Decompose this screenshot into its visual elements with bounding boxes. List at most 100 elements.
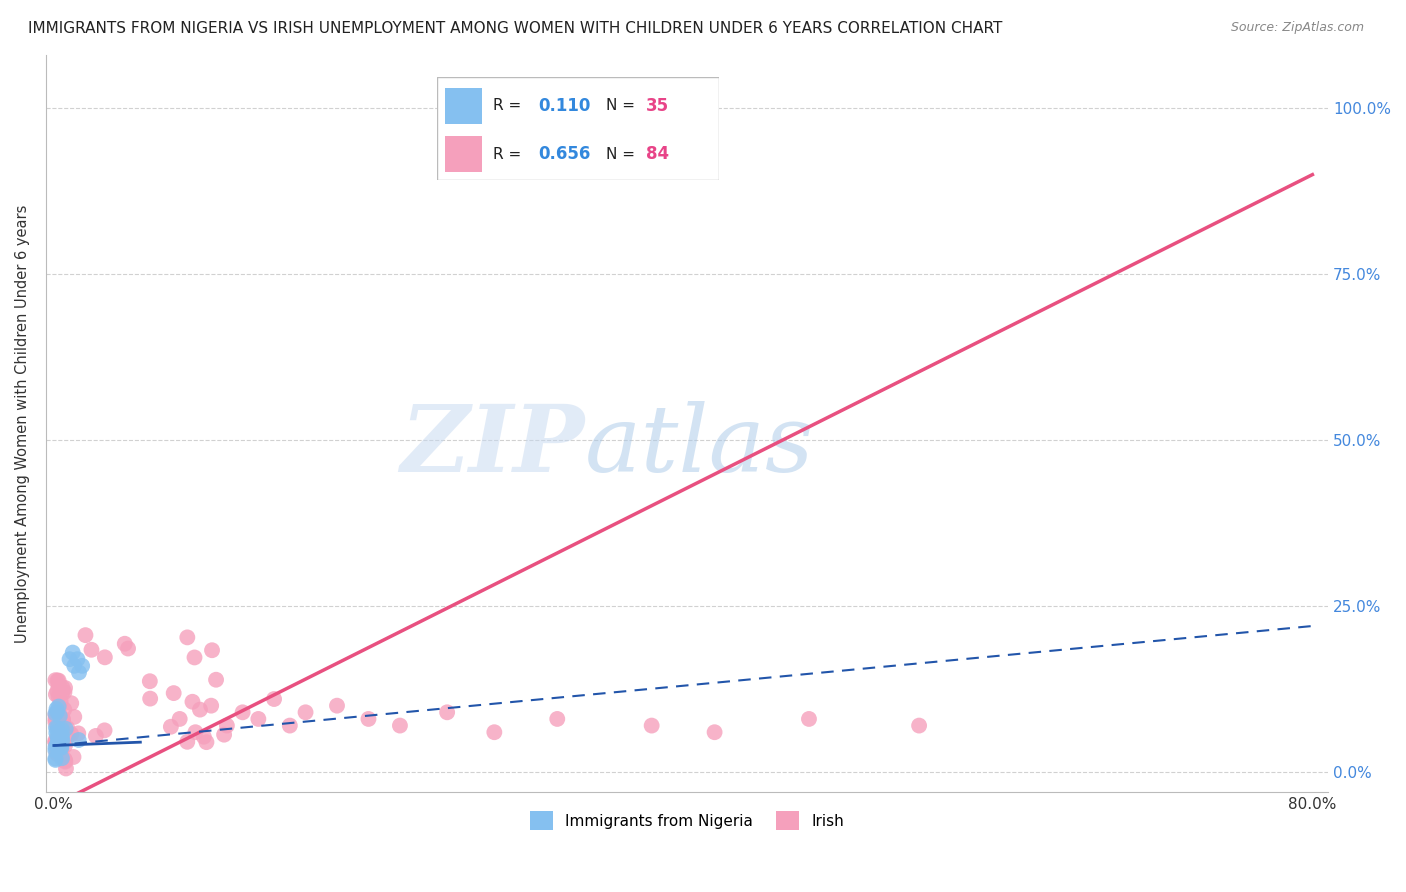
- Point: [44, 733, 66, 747]
- Point: [67, 665, 90, 680]
- Point: [247, 712, 270, 726]
- Point: [160, 720, 183, 734]
- Point: [176, 735, 198, 749]
- Point: [63, 658, 86, 673]
- Point: [67, 726, 90, 740]
- Point: [797, 712, 820, 726]
- Point: [51, 686, 73, 700]
- Point: [183, 650, 205, 665]
- Point: [51, 711, 73, 725]
- Point: [48, 699, 70, 714]
- Point: [184, 725, 207, 739]
- Point: [294, 706, 316, 720]
- Point: [53, 681, 76, 695]
- Point: [48, 673, 70, 688]
- Point: [53, 739, 76, 753]
- Point: [44, 735, 66, 749]
- Point: [46, 747, 69, 762]
- Point: [51, 713, 73, 727]
- Point: [357, 712, 380, 726]
- Point: [114, 637, 136, 651]
- Point: [46, 673, 69, 688]
- Point: [51, 681, 73, 695]
- Point: [51, 728, 73, 742]
- Point: [46, 733, 69, 747]
- Point: [49, 709, 72, 723]
- Point: [49, 727, 72, 741]
- Point: [388, 718, 411, 732]
- Point: [60, 696, 83, 710]
- Point: [46, 721, 69, 735]
- Point: [44, 751, 66, 765]
- Point: [44, 706, 66, 721]
- Point: [48, 732, 70, 747]
- Point: [51, 733, 73, 747]
- Point: [169, 712, 191, 726]
- Point: [52, 712, 75, 726]
- Point: [195, 735, 218, 749]
- Point: [205, 673, 228, 687]
- Point: [53, 702, 76, 716]
- Point: [51, 743, 73, 757]
- Point: [181, 695, 204, 709]
- Point: [139, 674, 162, 689]
- Point: [163, 686, 186, 700]
- Point: [46, 739, 69, 754]
- Point: [139, 691, 162, 706]
- Point: [51, 723, 73, 737]
- Text: IMMIGRANTS FROM NIGERIA VS IRISH UNEMPLOYMENT AMONG WOMEN WITH CHILDREN UNDER 6 : IMMIGRANTS FROM NIGERIA VS IRISH UNEMPLO…: [28, 21, 1002, 36]
- Point: [53, 753, 76, 767]
- Point: [48, 730, 70, 744]
- Point: [49, 739, 72, 754]
- Point: [188, 703, 211, 717]
- Point: [193, 730, 215, 744]
- Text: Source: ZipAtlas.com: Source: ZipAtlas.com: [1230, 21, 1364, 34]
- Point: [75, 628, 97, 642]
- Point: [53, 755, 76, 769]
- Legend: Immigrants from Nigeria, Irish: Immigrants from Nigeria, Irish: [524, 805, 851, 836]
- Point: [67, 733, 90, 747]
- Point: [70, 658, 93, 673]
- Point: [45, 721, 67, 735]
- Point: [56, 730, 79, 744]
- Point: [46, 721, 69, 735]
- Point: [94, 650, 117, 665]
- Point: [278, 718, 301, 732]
- Point: [56, 722, 79, 736]
- Point: [45, 747, 67, 761]
- Point: [52, 714, 75, 729]
- Point: [45, 726, 67, 740]
- Point: [436, 706, 458, 720]
- Point: [48, 702, 70, 716]
- Point: [51, 751, 73, 765]
- Text: atlas: atlas: [585, 401, 814, 491]
- Point: [62, 646, 84, 660]
- Point: [48, 679, 70, 693]
- Point: [62, 750, 84, 764]
- Point: [46, 729, 69, 743]
- Point: [46, 705, 69, 719]
- Point: [703, 725, 725, 739]
- Point: [60, 727, 83, 741]
- Point: [326, 698, 349, 713]
- Point: [53, 685, 76, 699]
- Point: [44, 707, 66, 722]
- Point: [46, 743, 69, 757]
- Point: [84, 729, 107, 743]
- Point: [66, 652, 89, 666]
- Y-axis label: Unemployment Among Women with Children Under 6 years: Unemployment Among Women with Children U…: [15, 204, 30, 643]
- Point: [546, 712, 568, 726]
- Point: [117, 641, 139, 656]
- Point: [44, 712, 66, 726]
- Point: [44, 753, 66, 767]
- Point: [263, 692, 285, 706]
- Point: [201, 643, 224, 657]
- Point: [93, 723, 115, 738]
- Point: [55, 762, 77, 776]
- Point: [640, 718, 662, 732]
- Text: ZIP: ZIP: [401, 401, 585, 491]
- Point: [48, 690, 70, 704]
- Point: [232, 706, 254, 720]
- Point: [44, 673, 66, 688]
- Point: [45, 711, 67, 725]
